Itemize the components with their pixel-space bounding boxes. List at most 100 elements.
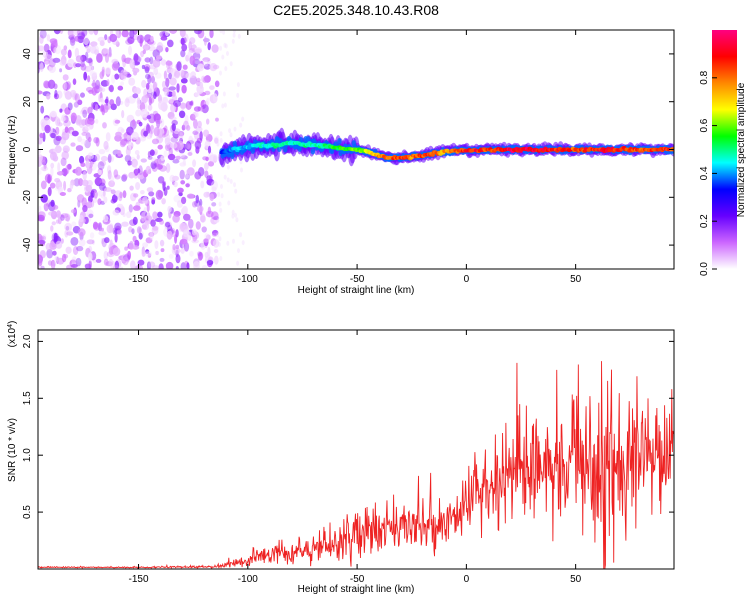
noise-blob xyxy=(38,90,43,95)
noise-blob xyxy=(76,30,83,36)
noise-blob xyxy=(207,145,212,154)
noise-blob xyxy=(159,219,165,225)
noise-blob xyxy=(160,36,168,41)
noise-blob xyxy=(56,171,64,176)
noise-blob xyxy=(165,47,169,53)
noise-blob xyxy=(54,145,62,154)
y-tick-label: 40 xyxy=(22,48,33,60)
noise-blob xyxy=(211,44,219,53)
noise-blob xyxy=(131,228,135,235)
noise-blob xyxy=(217,192,221,197)
noise-blob xyxy=(229,132,233,138)
noise-blob xyxy=(197,251,202,257)
noise-blob xyxy=(48,58,56,68)
noise-blob xyxy=(141,64,146,70)
figure-title: C2E5.2025.348.10.43.R08 xyxy=(273,2,439,18)
noise-blob xyxy=(197,120,202,129)
noise-blob xyxy=(207,161,215,167)
noise-blob xyxy=(87,75,91,83)
noise-blob xyxy=(40,194,48,203)
noise-blob xyxy=(38,239,46,245)
noise-blob xyxy=(114,190,122,197)
noise-blob xyxy=(39,132,44,139)
noise-blob xyxy=(150,35,154,43)
noise-blob xyxy=(108,84,114,93)
noise-blob xyxy=(87,117,95,126)
noise-blob xyxy=(180,155,188,160)
noise-blob xyxy=(112,265,120,269)
noise-blob xyxy=(126,134,131,141)
noise-blob xyxy=(51,265,56,269)
noise-blob xyxy=(42,234,47,239)
noise-blob xyxy=(143,207,147,214)
noise-blob xyxy=(180,102,186,110)
noise-blob xyxy=(75,257,82,267)
noise-blob xyxy=(155,55,162,60)
noise-blob xyxy=(135,182,141,190)
ridge-mid xyxy=(283,146,288,153)
noise-blob xyxy=(95,153,100,161)
colorbar-tick-label: 0.0 xyxy=(699,262,710,276)
noise-blob xyxy=(76,245,84,252)
noise-blob xyxy=(165,77,170,88)
noise-blob xyxy=(56,210,61,218)
noise-blob xyxy=(172,214,180,223)
noise-blob xyxy=(161,198,166,205)
noise-blob xyxy=(235,217,239,223)
noise-blob xyxy=(97,87,106,93)
noise-blob xyxy=(205,156,209,162)
noise-blob xyxy=(109,33,118,43)
noise-blob xyxy=(128,240,134,250)
noise-blob xyxy=(206,260,214,265)
noise-blob xyxy=(185,173,190,180)
noise-blob xyxy=(142,196,149,205)
noise-blob xyxy=(38,137,43,145)
snr-line xyxy=(38,361,674,569)
noise-blob xyxy=(102,48,110,55)
noise-blob xyxy=(55,116,60,126)
noise-blob xyxy=(90,65,95,71)
noise-blob xyxy=(203,63,212,70)
noise-blob xyxy=(74,47,80,58)
noise-blob xyxy=(219,131,223,137)
noise-blob xyxy=(64,126,69,133)
noise-blob xyxy=(104,237,110,244)
x-tick-label: 0 xyxy=(464,574,470,585)
noise-blob xyxy=(158,100,164,110)
noise-blob xyxy=(91,86,98,96)
noise-blob xyxy=(180,40,186,45)
noise-blob xyxy=(139,35,143,44)
noise-blob xyxy=(195,194,199,204)
noise-blob xyxy=(168,85,176,93)
noise-blob xyxy=(203,129,210,137)
noise-blob xyxy=(148,96,152,106)
noise-blob xyxy=(87,106,93,115)
noise-blob xyxy=(75,55,83,63)
x-tick-label: -50 xyxy=(350,274,365,285)
noise-blob xyxy=(149,232,154,240)
noise-blob xyxy=(232,238,235,244)
noise-blob xyxy=(94,104,99,112)
noise-blob xyxy=(193,131,201,140)
noise-blob xyxy=(67,187,72,193)
noise-blob xyxy=(193,57,201,65)
noise-blob xyxy=(146,203,150,212)
noise-blob xyxy=(203,36,207,46)
noise-blob xyxy=(91,239,95,245)
noise-blob xyxy=(38,258,43,267)
noise-blob xyxy=(165,261,174,269)
noise-blob xyxy=(172,244,176,251)
noise-blob xyxy=(55,240,63,249)
noise-blob xyxy=(216,232,220,238)
x-tick-label: -100 xyxy=(238,574,258,585)
colorbar-label: Normalized spectral amplitude xyxy=(736,82,747,217)
noise-blob xyxy=(234,188,238,194)
noise-blob xyxy=(75,166,82,176)
noise-blob xyxy=(87,184,93,192)
spectrogram-x-ticks: -150 -100 -50 0 50 xyxy=(129,30,582,285)
noise-blob xyxy=(168,97,175,104)
noise-blob xyxy=(200,215,206,223)
noise-blob xyxy=(159,257,165,262)
noise-blob xyxy=(138,121,143,127)
noise-blob xyxy=(38,214,45,221)
